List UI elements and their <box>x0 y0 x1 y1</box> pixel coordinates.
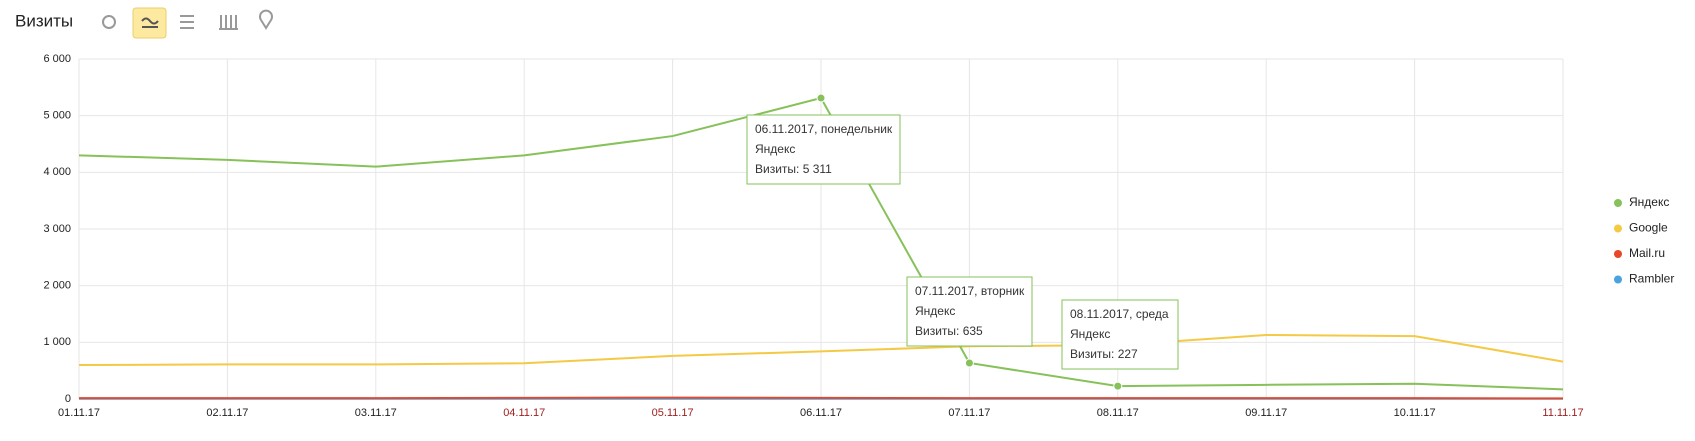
x-tick-label: 10.11.17 <box>1394 407 1436 419</box>
map-icon[interactable] <box>259 9 273 30</box>
pie-icon[interactable] <box>102 15 116 29</box>
tooltip-series: Яндекс <box>915 304 955 318</box>
line-icon-active[interactable] <box>132 7 167 39</box>
chart-title: Визиты <box>15 11 73 30</box>
tooltip-text: Визиты: 5 311 <box>755 162 832 176</box>
tooltip <box>906 276 1033 347</box>
x-tick-label: 01.11.17 <box>58 407 100 419</box>
legend-marker <box>1614 250 1622 258</box>
tooltip <box>1061 299 1179 370</box>
toolbar <box>102 7 273 39</box>
legend-label: Яндекс <box>1629 195 1669 209</box>
hover-point <box>964 358 974 368</box>
tooltip <box>746 114 901 185</box>
x-tick-label: 07.11.17 <box>948 407 990 419</box>
tooltip-series: Яндекс <box>1070 327 1110 341</box>
x-tick-label: 09.11.17 <box>1245 407 1287 419</box>
tooltip-date: 08.11.2017, среда <box>1070 307 1169 321</box>
x-tick-label: 11.11.17 <box>1542 407 1583 419</box>
y-tick-label: 4 000 <box>43 166 71 178</box>
hover-point <box>1113 381 1123 391</box>
line-icon <box>141 17 159 28</box>
legend-marker <box>1614 224 1622 233</box>
tooltip-text: Визиты: 635 <box>915 324 983 338</box>
legend-label: Rambler <box>1629 272 1674 286</box>
tooltip-date: 06.11.2017, понедельник <box>755 122 893 136</box>
bar-icon[interactable] <box>219 15 238 30</box>
y-tick-label: 1 000 <box>43 336 71 348</box>
hover-point <box>816 93 826 103</box>
area-icon[interactable] <box>180 15 194 29</box>
x-tick-label: 04.11.17 <box>503 407 545 419</box>
series-line <box>78 333 1564 366</box>
x-tick-label: 05.11.17 <box>652 407 694 419</box>
y-tick-label: 0 <box>65 393 71 405</box>
tooltip-series: Яндекс <box>755 142 795 156</box>
legend-marker <box>1614 199 1622 207</box>
tooltip-date: 07.11.2017, вторник <box>915 284 1025 298</box>
x-tick-label: 08.11.17 <box>1097 407 1139 419</box>
legend-label: Mail.ru <box>1629 246 1665 260</box>
x-tick-label: 06.11.17 <box>800 407 842 419</box>
tooltip-text: Визиты: 227 <box>1070 347 1138 361</box>
legend-marker <box>1614 275 1622 284</box>
y-tick-label: 5 000 <box>43 110 71 122</box>
y-tick-label: 3 000 <box>43 223 71 235</box>
legend-label: Google <box>1629 221 1668 235</box>
y-tick-label: 6 000 <box>43 53 71 65</box>
x-tick-label: 03.11.17 <box>355 407 397 419</box>
series-line <box>79 396 1564 400</box>
y-tick-label: 2 000 <box>43 280 71 292</box>
x-tick-label: 02.11.17 <box>206 407 248 419</box>
